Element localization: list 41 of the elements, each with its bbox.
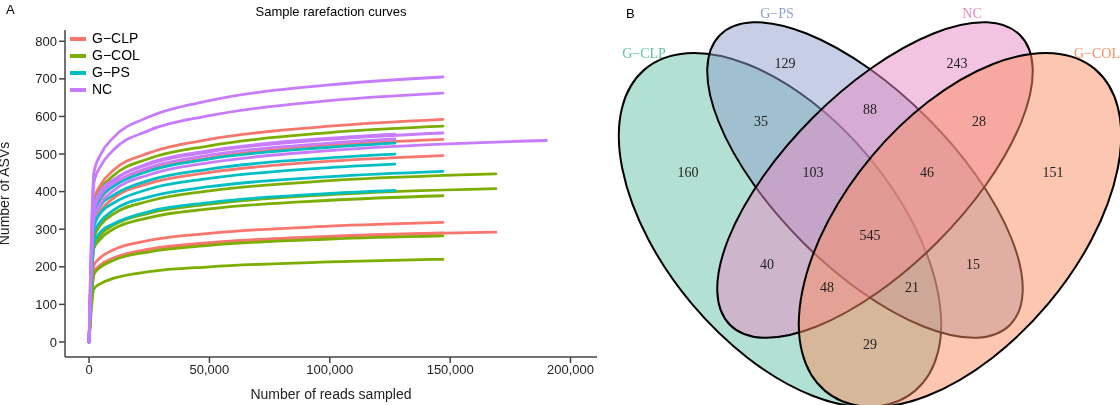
text: 28 (972, 114, 986, 129)
y-tick-label: 0 (49, 334, 57, 350)
text: 29 (863, 337, 877, 352)
y-tick-label: 600 (35, 109, 57, 125)
text: 545 (859, 228, 881, 243)
legend-label: G−CLP (92, 30, 139, 47)
chart-title: Sample rarefaction curves (254, 4, 408, 19)
y-tick-label: 500 (35, 146, 57, 162)
text: 160 (677, 165, 699, 180)
y-tick-label: 300 (35, 221, 57, 237)
legend-label: NC (92, 81, 113, 98)
y-tick-label: 700 (35, 71, 57, 87)
text: 48 (820, 280, 834, 295)
x-tick-label: 50,000 (189, 362, 230, 378)
x-axis-title: Number of reads sampled (250, 386, 412, 402)
text: 88 (863, 102, 877, 117)
text: A (6, 2, 15, 17)
y-tick-label: 100 (35, 296, 57, 312)
category-label: NC (962, 6, 982, 21)
text: B (626, 6, 635, 21)
x-tick-label: 200,000 (547, 362, 595, 378)
x-tick-label: 0 (85, 362, 93, 378)
y-tick-label: 200 (35, 259, 57, 275)
legend-label: G−COL (92, 47, 140, 64)
text: 129 (774, 56, 796, 71)
text: 103 (802, 165, 824, 180)
text: 15 (966, 257, 980, 272)
y-tick-label: 800 (35, 33, 57, 49)
category-label: G−PS (760, 6, 794, 21)
text: 46 (920, 165, 934, 180)
text: 243 (946, 56, 968, 71)
text: 40 (760, 257, 774, 272)
text: 151 (1042, 165, 1064, 180)
text: 21 (905, 280, 919, 295)
text: 35 (754, 114, 768, 129)
legend-label: G−PS (92, 64, 130, 81)
x-tick-label: 100,000 (306, 362, 354, 378)
category-label: G−CLP (622, 46, 667, 61)
y-tick-label: 400 (35, 184, 57, 200)
x-tick-label: 150,000 (426, 362, 474, 378)
category-label: G−COL (1073, 46, 1120, 61)
